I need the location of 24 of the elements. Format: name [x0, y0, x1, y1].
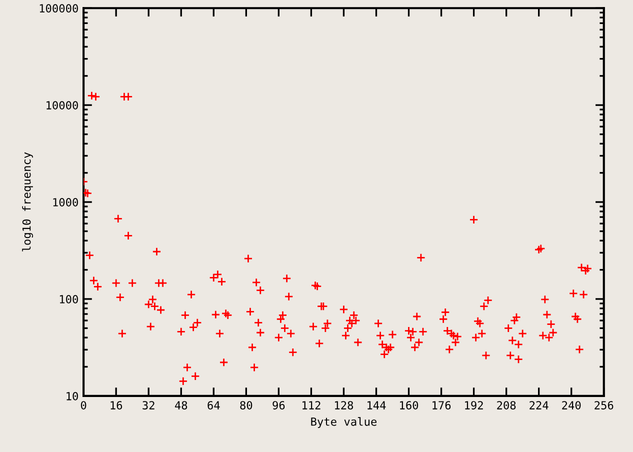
y-tick-label: 100 — [60, 295, 78, 304]
x-tick-label: 224 — [530, 401, 548, 410]
y-tick-label: 1000 — [53, 198, 78, 206]
x-axis-title: Byte value — [311, 417, 377, 428]
x-tick-label: 160 — [400, 401, 418, 410]
x-tick-label: 80 — [240, 401, 252, 410]
y-tick-label: 10 — [66, 392, 78, 400]
x-tick-label: 48 — [174, 401, 188, 410]
x-tick-label: 16 — [110, 401, 122, 410]
x-tick-label: 208 — [497, 401, 516, 410]
x-tick-label: 112 — [302, 401, 320, 410]
x-tick-label: 240 — [562, 401, 581, 410]
y-tick-label: 100000 — [40, 4, 78, 13]
x-tick-label: 64 — [208, 401, 220, 410]
x-tick-label: 144 — [368, 401, 386, 410]
x-tick-label: 176 — [432, 401, 451, 410]
x-tick-label: 96 — [272, 401, 285, 410]
x-tick-label: 192 — [465, 401, 483, 410]
x-tick-label: 256 — [594, 401, 614, 410]
x-tick-label: 128 — [335, 401, 354, 410]
x-tick-label: 0 — [80, 401, 86, 410]
x-tick-label: 32 — [142, 401, 154, 410]
y-tick-label: 10000 — [46, 101, 78, 110]
y-axis-title: log10 frequency — [22, 152, 34, 252]
